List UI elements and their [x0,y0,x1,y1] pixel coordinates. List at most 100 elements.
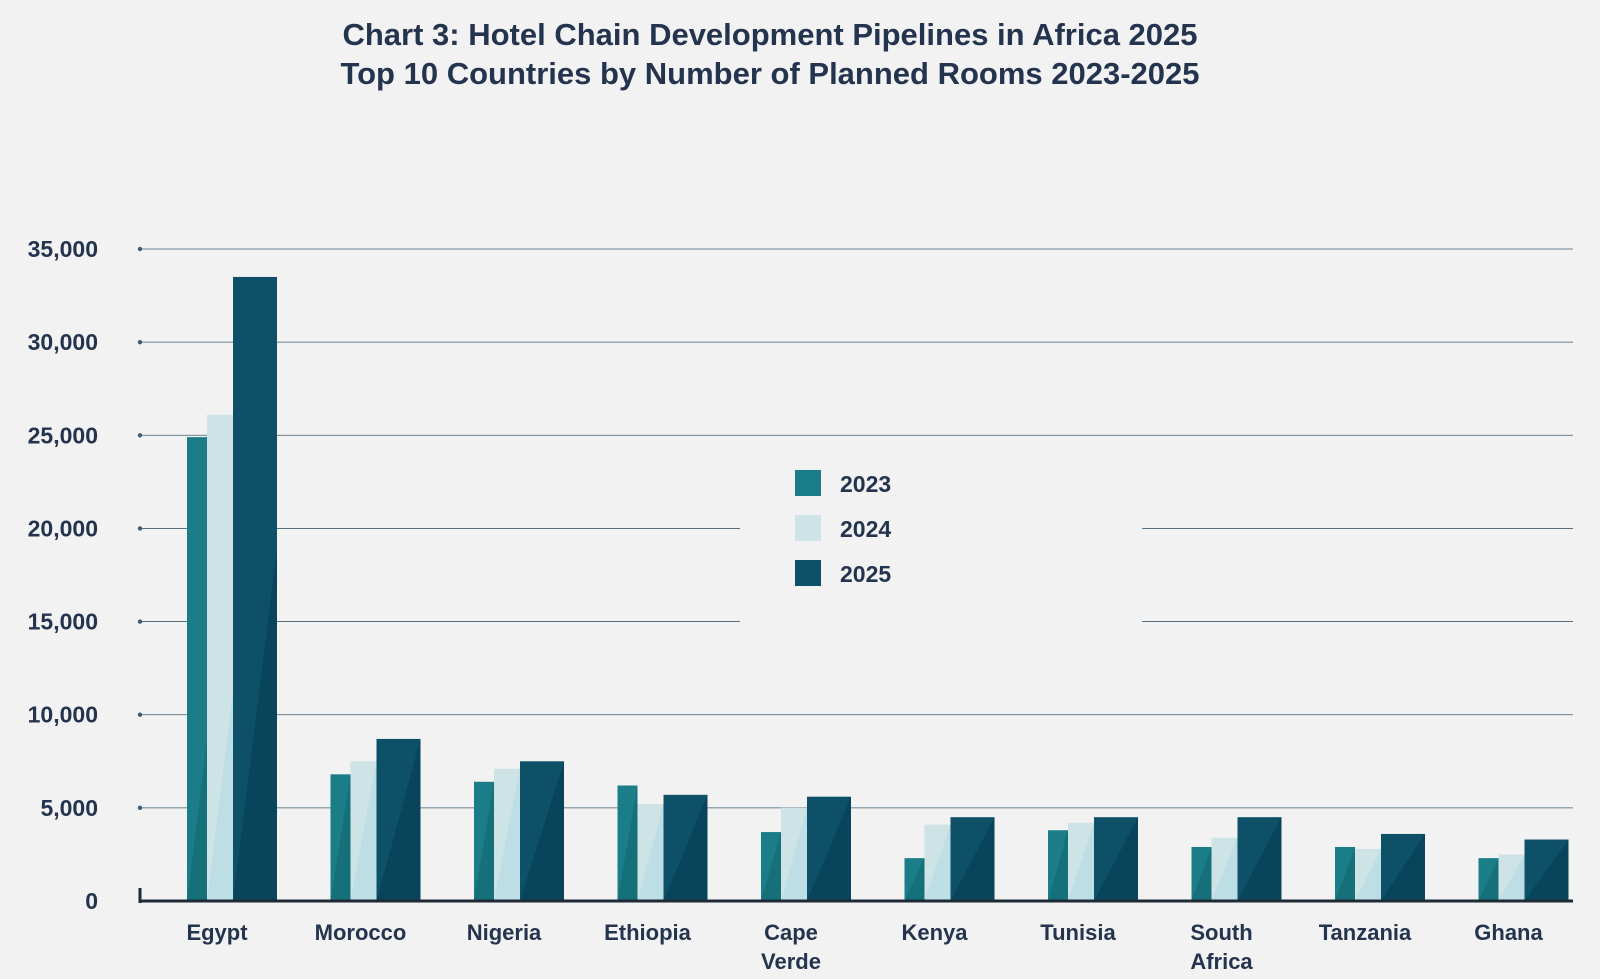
category-label: Tunisia [1040,920,1116,945]
bar-2023-morocco [330,774,351,901]
bar-2024-egypt [207,414,233,901]
y-tick-label: 0 [85,888,98,914]
legend-item: 2024 [795,515,891,542]
bar-shade [617,785,638,901]
bar-2024-cape-verde [781,807,807,901]
bar-2024-tunisia [1068,822,1094,901]
bar-shade [1068,822,1094,901]
bar-2025-morocco [376,738,421,901]
gridline-dot [137,433,143,438]
bar-2023-tanzania [1335,846,1355,901]
bar-2023-nigeria [474,781,494,901]
y-tick-label: 35,000 [28,236,98,262]
bar-shade [904,858,925,901]
bar-shade [1498,854,1525,901]
bar-2025-tanzania [1381,833,1425,901]
bar-2024-nigeria [494,768,520,901]
chart-title: Chart 3: Hotel Chain Development Pipelin… [342,17,1197,52]
bar-shade [1381,833,1425,901]
bar-2025-kenya [950,817,995,901]
bar-shade [950,817,995,901]
bar-shade [207,693,233,901]
legend-swatch [795,560,821,586]
bar-shade [330,774,351,901]
bar-2024-kenya [924,824,951,901]
bar-shade [474,781,494,901]
bar-shade [187,741,207,901]
bar-2025-ghana [1524,839,1569,901]
legend-label: 2023 [840,471,891,497]
category-label-line: Cape [764,920,818,945]
category-label: South Africa [1190,920,1253,974]
bar-shade [1355,848,1381,901]
bar-2023-kenya [904,858,925,901]
bar-shade [233,549,277,901]
bar-2024-morocco [350,761,377,901]
bar-shade [494,768,520,901]
gridline-dot [137,339,143,345]
bar-2023-ethiopia [617,785,638,901]
legend-swatch [795,515,821,541]
bar-shade [781,807,807,901]
y-tick-label: 30,000 [28,329,98,355]
legend: 2023 2024 2025 [795,470,891,587]
category-labels: Egypt Morocco Nigeria Ethiopia Cape Verde Keny… [186,920,1543,974]
gridline-dot [137,619,143,624]
bar-2025-nigeria [520,761,564,901]
bar-shade [924,824,951,901]
bar-shade [1237,817,1282,901]
bar-shade [663,794,708,901]
chart-subtitle: Top 10 Countries by Number of Planned Ro… [340,56,1199,91]
bar-2025-egypt [233,276,277,901]
y-tick-label: 20,000 [28,515,98,541]
bar-2023-cape-verde [761,832,781,901]
category-label: Ethiopia [604,920,692,945]
category-label: Cape Verde [761,920,821,974]
bar-2025-cape-verde [807,796,851,901]
y-tick-label: 10,000 [28,702,98,728]
gridline-dot [137,526,143,531]
bar-shade [1478,858,1499,901]
bar-2023-ghana [1478,858,1499,901]
y-axis-ticks: 0 5,000 10,000 15,000 20,000 25,000 30,000 35,0… [28,236,98,914]
y-tick-label: 5,000 [40,795,98,821]
bar-shade [1524,839,1569,901]
y-tick-label: 15,000 [28,609,98,635]
legend-item: 2023 [795,470,891,497]
bar-2023-south-africa [1191,846,1212,901]
gridline-dot [137,805,143,811]
legend-swatch [795,470,821,496]
legend-label: 2024 [840,516,891,542]
bar-shade [1094,817,1138,901]
category-label: Morocco [315,920,407,945]
bar-shade [350,761,377,901]
bar-shade [1048,830,1068,901]
bar-shade [761,832,781,901]
category-label: Egypt [186,920,248,945]
bar-2025-ethiopia [663,794,708,901]
bar-shade [807,796,851,901]
gridline-dot [137,712,143,717]
category-label: Ghana [1474,920,1543,945]
gridline-dot [137,246,143,252]
bar-shade [1191,846,1212,901]
bar-shade [520,761,564,901]
legend-label: 2025 [840,561,891,587]
bar-2024-ghana [1498,854,1525,901]
category-label-line: South [1190,920,1252,945]
bar-2024-ethiopia [637,804,664,901]
bar-2025-south-africa [1237,817,1282,901]
category-label: Nigeria [467,920,542,945]
bar-shade [1335,846,1355,901]
bar-2025-tunisia [1094,817,1138,901]
bar-shade [1211,837,1238,901]
bar-2023-egypt [187,437,207,901]
y-tick-label: 25,000 [28,422,98,448]
bar-2024-tanzania [1355,848,1381,901]
category-label-line: Africa [1190,949,1253,974]
category-label-line: Verde [761,949,821,974]
bar-2023-tunisia [1048,830,1068,901]
bars [187,276,1569,901]
bar-shade [637,804,664,901]
